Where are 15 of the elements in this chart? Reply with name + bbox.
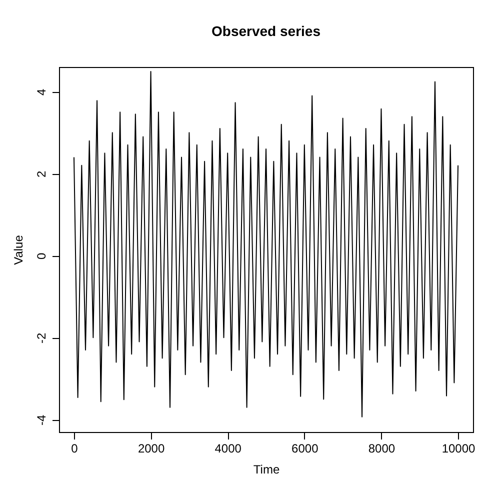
x-tick-label: 8000: [368, 442, 396, 456]
y-tick-label: 4: [34, 88, 48, 96]
x-tick-label: 0: [71, 442, 78, 456]
x-tick-label: 6000: [292, 442, 319, 456]
y-axis-title: Value: [12, 234, 26, 265]
y-tick-label: -2: [34, 332, 48, 344]
chart-title: Observed series: [212, 23, 321, 39]
x-axis-title: Time: [253, 462, 280, 476]
line-series: [73, 71, 459, 418]
y-tick-label: 2: [34, 170, 48, 178]
y-tick-label: 0: [34, 252, 48, 260]
x-tick-label: 2000: [138, 442, 165, 456]
y-tick-label: -4: [34, 414, 48, 426]
x-tick-label: 10000: [442, 442, 476, 456]
x-tick-label: 4000: [214, 442, 242, 456]
